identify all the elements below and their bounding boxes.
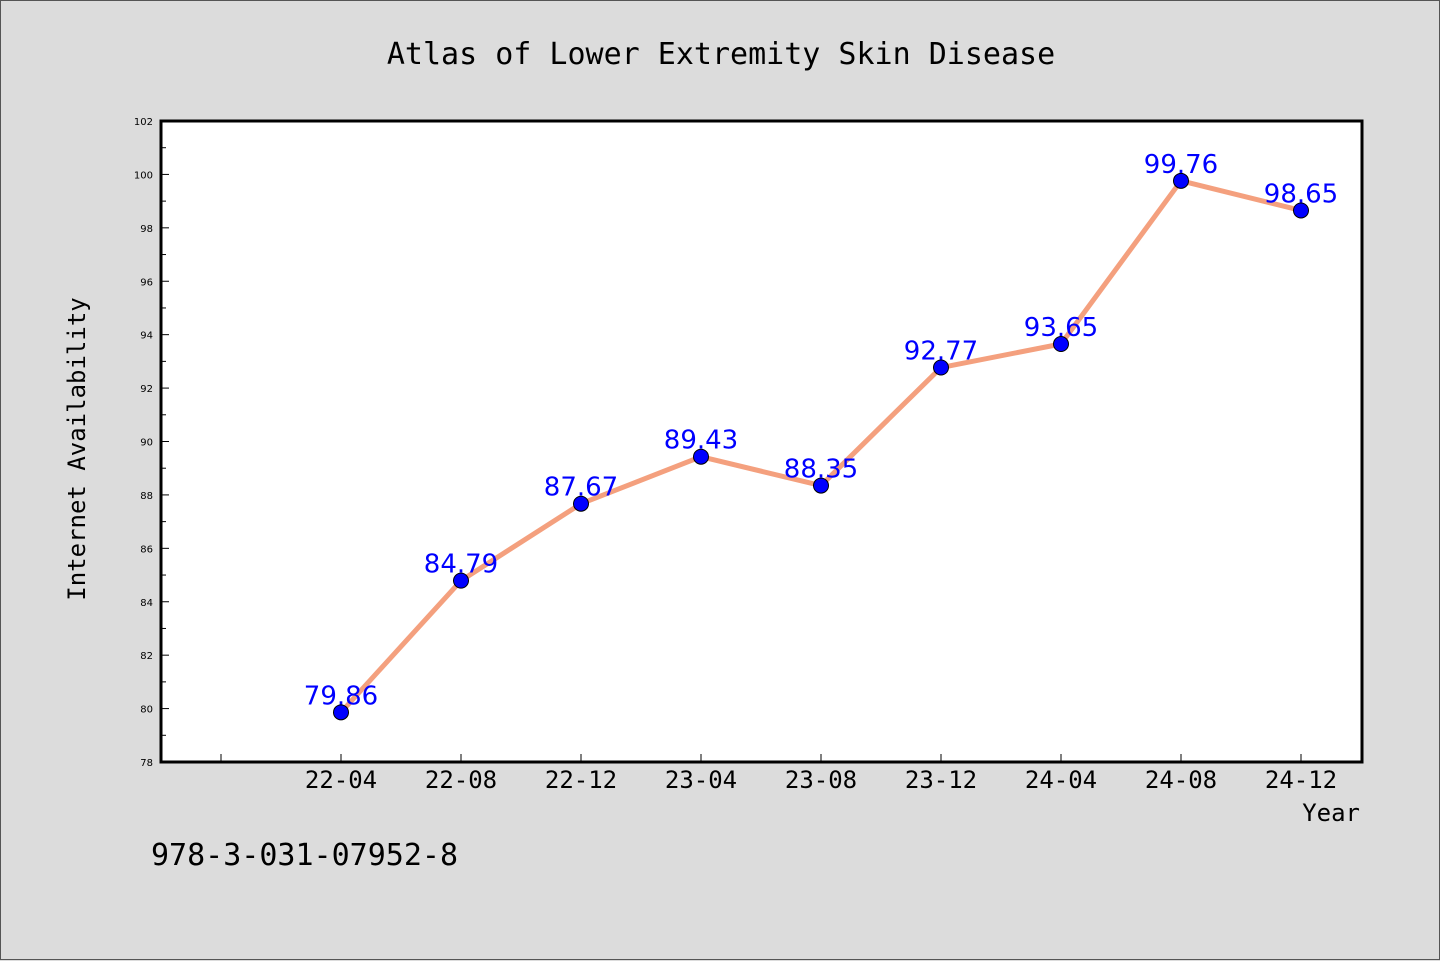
data-point xyxy=(813,477,829,494)
x-axis: 22-04 22-08 22-12 23-04 23-08 23-12 24-04 24-08… xyxy=(220,754,1337,794)
data-label: 88.35 xyxy=(784,455,858,485)
data-labels-layer: 79.86 84.79 87.67 89.43 88.35 92.77 93.65 99.76… xyxy=(304,150,1338,711)
y-tick-label: 84 xyxy=(140,598,153,609)
y-tick-label: 88 xyxy=(140,491,153,502)
y-tick-label: 98 xyxy=(140,224,153,235)
data-label: 92.77 xyxy=(904,337,978,367)
x-tick-label: 23-04 xyxy=(665,766,737,794)
x-tick-label: 24-08 xyxy=(1145,766,1217,794)
data-point xyxy=(1293,202,1309,219)
y-tick-label: 82 xyxy=(140,651,153,662)
y-tick-label: 90 xyxy=(140,438,153,449)
data-point xyxy=(1173,172,1189,189)
y-axis-label: Internet Availability xyxy=(63,297,91,600)
x-tick-label: 22-08 xyxy=(425,766,497,794)
data-label: 98.65 xyxy=(1264,179,1338,209)
y-tick-label: 102 xyxy=(134,117,153,128)
y-axis: 78 80 82 84 86 88 90 92 94 96 98 100 102 xyxy=(134,117,169,769)
y-tick-label: 96 xyxy=(140,277,153,288)
data-point xyxy=(333,704,349,721)
x-tick-label: 22-04 xyxy=(305,766,377,794)
x-tick-label: 22-12 xyxy=(545,766,617,794)
series-layer xyxy=(333,172,1309,721)
data-point xyxy=(693,448,709,465)
x-axis-label: Year xyxy=(1302,799,1360,827)
plot-area xyxy=(159,119,1364,764)
data-label: 99.76 xyxy=(1144,150,1218,180)
y-tick-label: 100 xyxy=(134,170,153,181)
data-point xyxy=(573,495,589,512)
chart-title: Atlas of Lower Extremity Skin Disease xyxy=(387,37,1055,72)
y-tick-label: 86 xyxy=(140,544,153,555)
x-tick-label: 23-08 xyxy=(785,766,857,794)
data-label: 79.86 xyxy=(304,681,378,711)
data-point xyxy=(933,359,949,376)
y-tick-label: 92 xyxy=(140,384,153,395)
x-tick-label: 24-12 xyxy=(1265,766,1337,794)
x-tick-label: 24-04 xyxy=(1025,766,1097,794)
data-label: 93.65 xyxy=(1024,313,1098,343)
data-point xyxy=(453,572,469,589)
y-tick-label: 78 xyxy=(140,758,153,769)
data-label: 89.43 xyxy=(664,426,738,456)
data-label: 87.67 xyxy=(544,473,618,503)
y-tick-label: 94 xyxy=(140,331,153,342)
x-tick-label: 23-12 xyxy=(905,766,977,794)
data-label: 84.79 xyxy=(424,550,498,580)
y-tick-label: 80 xyxy=(140,705,153,716)
data-point xyxy=(1053,336,1069,353)
isbn-footer: 978-3-031-07952-8 xyxy=(151,838,458,873)
